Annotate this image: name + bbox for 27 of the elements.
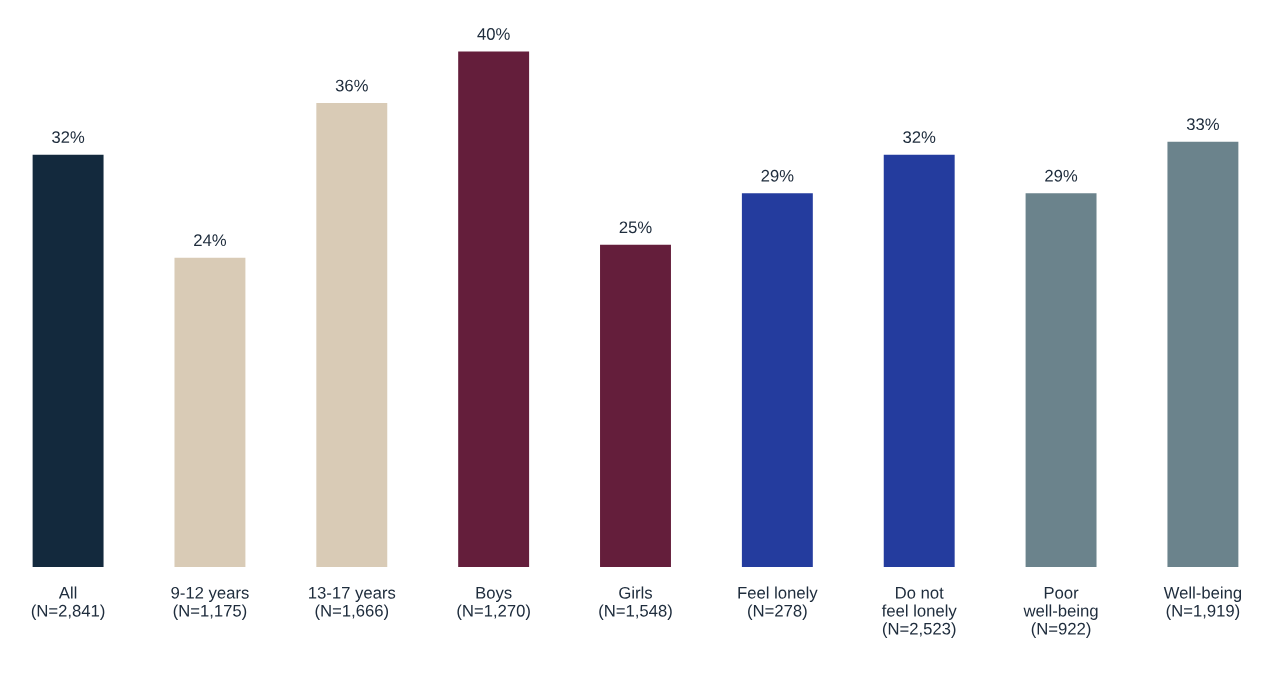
data-label: 40% bbox=[477, 28, 510, 40]
data-label: 36% bbox=[335, 79, 368, 92]
x-tick-label: Feel lonely (N=278) bbox=[738, 586, 818, 620]
data-label: 24% bbox=[194, 234, 227, 247]
x-tick-label: Girls (N=1,548) bbox=[599, 586, 672, 620]
x-tick-label: Poor well-being (N=922) bbox=[1023, 587, 1098, 638]
data-label: 25% bbox=[619, 221, 652, 234]
bar bbox=[316, 103, 388, 567]
data-label: 29% bbox=[761, 169, 794, 182]
bar bbox=[1025, 193, 1097, 567]
data-label: 29% bbox=[1045, 169, 1078, 182]
bar bbox=[32, 154, 104, 567]
x-tick-label: 9-12 years (N=1,175) bbox=[171, 586, 249, 620]
bar bbox=[458, 51, 530, 567]
bar bbox=[1167, 141, 1239, 567]
bar bbox=[883, 154, 955, 567]
data-label: 32% bbox=[52, 131, 85, 144]
x-tick-label: All (N=2,841) bbox=[31, 586, 105, 620]
bar bbox=[741, 193, 813, 567]
x-tick-label: Boys (N=1,270) bbox=[457, 587, 530, 620]
x-tick-label: Well-being (N=1,919) bbox=[1163, 586, 1242, 620]
bar bbox=[600, 244, 671, 567]
data-label: 33% bbox=[1186, 118, 1219, 131]
bar bbox=[174, 257, 246, 567]
x-tick-label: 13-17 years (N=1,666) bbox=[309, 586, 396, 620]
x-tick-label: Do not feel lonely (N=2,523) bbox=[881, 587, 957, 638]
data-label: 32% bbox=[903, 131, 936, 144]
